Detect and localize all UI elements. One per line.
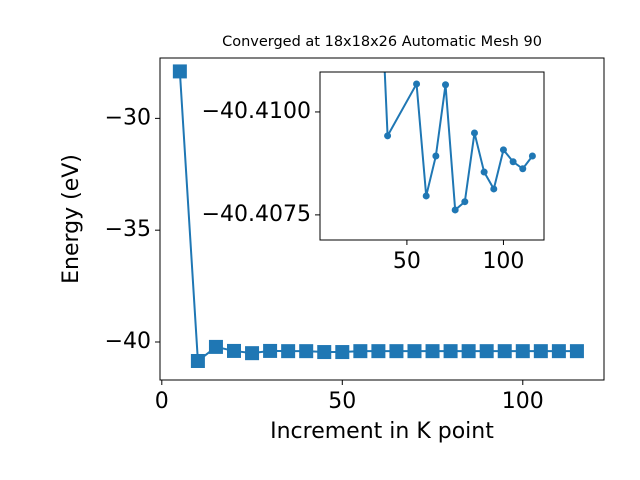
x-tick-label: 50 [328,389,356,414]
data-marker [432,152,440,160]
y-tick-label: −30 [105,105,151,130]
y-tick-label: −40.4100 [202,99,311,124]
y-tick-label: −40.4075 [202,202,311,227]
y-tick-label: −40 [105,329,151,354]
x-tick-label: 50 [393,249,421,274]
data-marker [353,344,368,359]
data-marker [172,64,187,79]
data-line [383,72,534,212]
data-marker [490,185,498,193]
data-marker [384,132,392,140]
y-axis-label: Energy (eV) [59,154,84,284]
y-tick-label: −35 [105,217,151,242]
data-marker [569,344,584,359]
chart-title: Converged at 18x18x26 Automatic Mesh 90 [222,34,542,50]
data-marker [499,146,507,154]
data-marker [389,344,404,359]
data-marker [407,344,422,359]
data-marker [515,344,530,359]
data-marker [208,339,223,354]
data-marker [533,344,548,359]
x-tick-label: 100 [482,249,524,274]
data-marker [479,344,494,359]
x-tick-label: 0 [155,389,169,414]
data-marker [461,344,476,359]
data-marker [281,344,296,359]
data-marker [413,80,421,88]
x-axis-label: Increment in K point [270,419,494,444]
data-marker [451,206,459,214]
data-marker [480,168,488,176]
data-marker [299,344,314,359]
data-marker [528,152,536,160]
data-marker [245,346,260,361]
data-marker [190,353,205,368]
data-marker [470,129,478,137]
data-marker [497,344,512,359]
data-marker [425,344,440,359]
data-marker [551,344,566,359]
data-marker [461,198,469,206]
data-marker [443,344,458,359]
data-marker [317,345,332,360]
data-marker [371,344,386,359]
data-marker [519,165,527,173]
plot-frame [319,71,545,241]
data-marker [422,192,430,200]
plot-border [319,71,545,241]
data-marker [509,158,517,166]
data-marker [442,81,450,89]
x-tick-label: 100 [502,389,544,414]
data-marker [227,343,241,358]
plot-border [159,57,605,381]
data-marker [335,345,350,360]
data-marker [263,343,278,358]
